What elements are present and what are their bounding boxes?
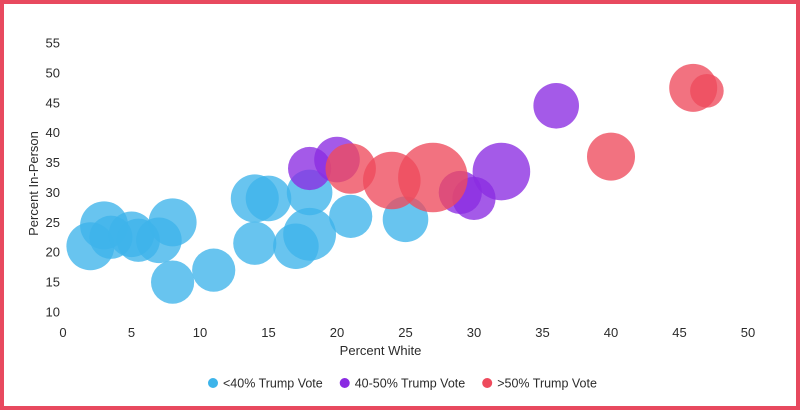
bubble: [148, 198, 197, 247]
bubble: [690, 74, 724, 108]
series-2: [325, 63, 724, 213]
legend-swatch: [208, 378, 218, 388]
x-tick-label: 50: [741, 325, 755, 340]
bubble: [151, 260, 195, 304]
y-tick-label: 30: [46, 185, 60, 200]
legend-item-2: >50% Trump Vote: [482, 377, 597, 391]
series-0: [66, 169, 429, 304]
x-axis-ticks: 0 5 10 15 20 25 30 35 40 45 50: [59, 325, 755, 340]
y-tick-label: 45: [46, 95, 60, 110]
bubble: [533, 82, 579, 129]
y-tick-label: 55: [46, 36, 60, 51]
x-tick-label: 0: [59, 325, 66, 340]
bubble: [329, 194, 373, 238]
legend-swatch: [339, 378, 350, 388]
bubble: [192, 248, 236, 292]
x-tick-label: 30: [467, 325, 481, 340]
bubble: [245, 175, 292, 222]
bubble: [587, 132, 635, 181]
x-tick-label: 45: [672, 325, 686, 340]
bubble: [283, 207, 336, 261]
x-tick-label: 10: [193, 325, 207, 340]
y-tick-label: 20: [46, 245, 60, 260]
x-tick-label: 20: [330, 325, 344, 340]
x-tick-label: 25: [398, 325, 412, 340]
y-axis-ticks: 10 15 20 25 30 35 40 45 50 55: [46, 36, 60, 320]
y-tick-label: 35: [46, 155, 60, 170]
legend-item-0: <40% Trump Vote: [208, 377, 323, 391]
legend-label: >50% Trump Vote: [497, 377, 597, 391]
legend: <40% Trump Vote 40-50% Trump Vote >50% Tru…: [208, 377, 597, 391]
legend-swatch: [482, 378, 493, 388]
plot-bubbles: [66, 63, 724, 304]
x-tick-label: 40: [604, 325, 618, 340]
x-tick-label: 5: [128, 325, 135, 340]
legend-label: <40% Trump Vote: [223, 377, 323, 391]
x-tick-label: 15: [261, 325, 275, 340]
bubble: [472, 142, 531, 201]
y-tick-label: 50: [46, 65, 60, 80]
bubble: [398, 142, 468, 213]
x-tick-label: 35: [535, 325, 549, 340]
bubble: [233, 221, 277, 265]
y-tick-label: 40: [46, 125, 60, 140]
y-axis-title: Percent In-Person: [26, 131, 41, 236]
y-tick-label: 25: [46, 215, 60, 230]
legend-item-1: 40-50% Trump Vote: [339, 377, 466, 391]
x-axis-title: Percent White: [340, 343, 422, 358]
legend-label: 40-50% Trump Vote: [355, 377, 466, 391]
y-tick-label: 10: [46, 305, 60, 320]
y-tick-label: 15: [46, 275, 60, 290]
